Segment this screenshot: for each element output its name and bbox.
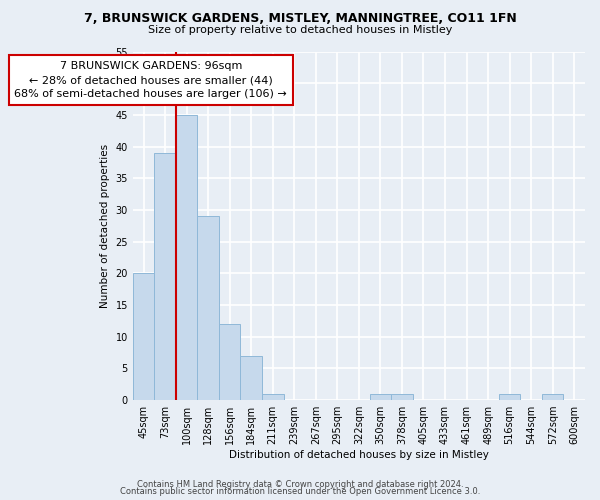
Bar [197, 216, 219, 400]
Bar [133, 274, 154, 400]
Bar [391, 394, 413, 400]
Bar [219, 324, 241, 400]
Bar [176, 115, 197, 400]
Text: 7 BRUNSWICK GARDENS: 96sqm
← 28% of detached houses are smaller (44)
68% of semi: 7 BRUNSWICK GARDENS: 96sqm ← 28% of deta… [14, 61, 287, 99]
Bar [499, 394, 520, 400]
Bar [154, 153, 176, 400]
Text: 7, BRUNSWICK GARDENS, MISTLEY, MANNINGTREE, CO11 1FN: 7, BRUNSWICK GARDENS, MISTLEY, MANNINGTR… [83, 12, 517, 26]
Y-axis label: Number of detached properties: Number of detached properties [100, 144, 110, 308]
Text: Contains public sector information licensed under the Open Government Licence 3.: Contains public sector information licen… [120, 488, 480, 496]
Bar [542, 394, 563, 400]
Bar [262, 394, 284, 400]
Bar [370, 394, 391, 400]
Text: Contains HM Land Registry data © Crown copyright and database right 2024.: Contains HM Land Registry data © Crown c… [137, 480, 463, 489]
Bar [241, 356, 262, 400]
Text: Size of property relative to detached houses in Mistley: Size of property relative to detached ho… [148, 25, 452, 35]
X-axis label: Distribution of detached houses by size in Mistley: Distribution of detached houses by size … [229, 450, 489, 460]
